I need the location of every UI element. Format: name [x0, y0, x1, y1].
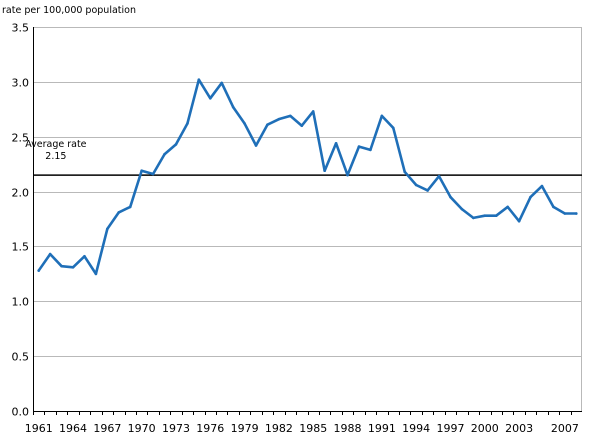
data-point [289, 114, 292, 118]
y-tick-label: 3.0 [12, 77, 30, 90]
data-point [506, 205, 509, 209]
data-point [117, 211, 121, 214]
data-point [426, 189, 429, 192]
data-point [163, 152, 166, 156]
data-point [323, 169, 326, 173]
data-point [300, 124, 304, 128]
average-rate-label: Average rate [25, 139, 86, 150]
x-tick-label: 1985 [299, 422, 327, 435]
x-tick-label: 1994 [402, 422, 430, 435]
x-tick-label: 1976 [196, 422, 224, 435]
y-axis-label: rate per 100,000 population [2, 5, 136, 16]
x-tick-label: 1967 [93, 422, 121, 435]
data-point [243, 122, 246, 125]
gridlines [33, 27, 582, 412]
data-point [483, 214, 487, 218]
y-tick-label: 2.0 [12, 187, 30, 200]
x-tick-label: 2000 [471, 422, 499, 435]
x-tick-label: 1970 [128, 422, 156, 435]
x-tick-label: 1982 [265, 422, 293, 435]
series-line [37, 78, 578, 276]
y-tick-label: 0.0 [12, 406, 30, 419]
data-point [472, 216, 475, 220]
x-ticks [33, 411, 572, 415]
x-tick-label: 1988 [334, 422, 362, 435]
x-tick-label: 1961 [25, 422, 53, 435]
data-point [140, 169, 143, 173]
x-tick-label: 1997 [436, 422, 464, 435]
data-point [83, 254, 86, 258]
data-point [552, 205, 555, 209]
data-point [254, 144, 258, 147]
data-point [563, 212, 567, 215]
data-point [48, 252, 52, 256]
data-point [231, 105, 235, 109]
data-points [37, 78, 578, 276]
y-tick-labels: 0.0 0.5 1.0 1.5 2.0 2.5 3.0 3.5 [12, 22, 30, 419]
data-point [574, 212, 578, 215]
x-tick-label: 1964 [59, 422, 87, 435]
data-point [346, 173, 349, 177]
data-point [357, 145, 361, 148]
data-point [494, 214, 498, 218]
y-tick-label: 1.0 [12, 296, 30, 309]
x-tick-label: 2007 [551, 422, 579, 435]
data-point [540, 184, 544, 188]
x-tick-label: 1991 [368, 422, 396, 435]
data-point [460, 207, 464, 211]
x-tick-labels: 1961 1964 1967 1970 1973 1976 1979 1982 1985 1988… [25, 422, 579, 435]
data-point [414, 183, 418, 187]
data-point [529, 195, 532, 199]
data-point [449, 195, 452, 199]
data-point [334, 142, 338, 145]
data-point [94, 272, 98, 276]
y-tick-label: 0.5 [12, 351, 30, 364]
y-tick-label: 3.5 [12, 22, 30, 35]
x-tick-label: 1973 [162, 422, 190, 435]
data-point [174, 143, 178, 146]
average-rate-value: 2.15 [45, 151, 66, 162]
data-point [197, 78, 201, 81]
data-point [186, 122, 189, 125]
data-point [220, 81, 224, 85]
data-point [380, 114, 384, 118]
x-tick-label: 2003 [505, 422, 533, 435]
data-point [151, 172, 155, 176]
data-point [37, 269, 41, 272]
data-point [60, 264, 63, 268]
y-tick-label: 1.5 [12, 241, 30, 254]
data-point [128, 205, 132, 209]
data-point [266, 123, 269, 126]
data-point [71, 265, 75, 269]
data-point [311, 110, 315, 113]
data-point [106, 227, 109, 231]
x-tick-label: 1979 [231, 422, 259, 435]
data-point [403, 170, 407, 174]
data-point [391, 126, 395, 130]
data-point [437, 174, 441, 178]
data-point [517, 219, 521, 223]
y-tick-label: 2.5 [12, 132, 30, 145]
data-point [369, 148, 372, 152]
data-point [208, 97, 212, 100]
data-point [277, 117, 281, 121]
